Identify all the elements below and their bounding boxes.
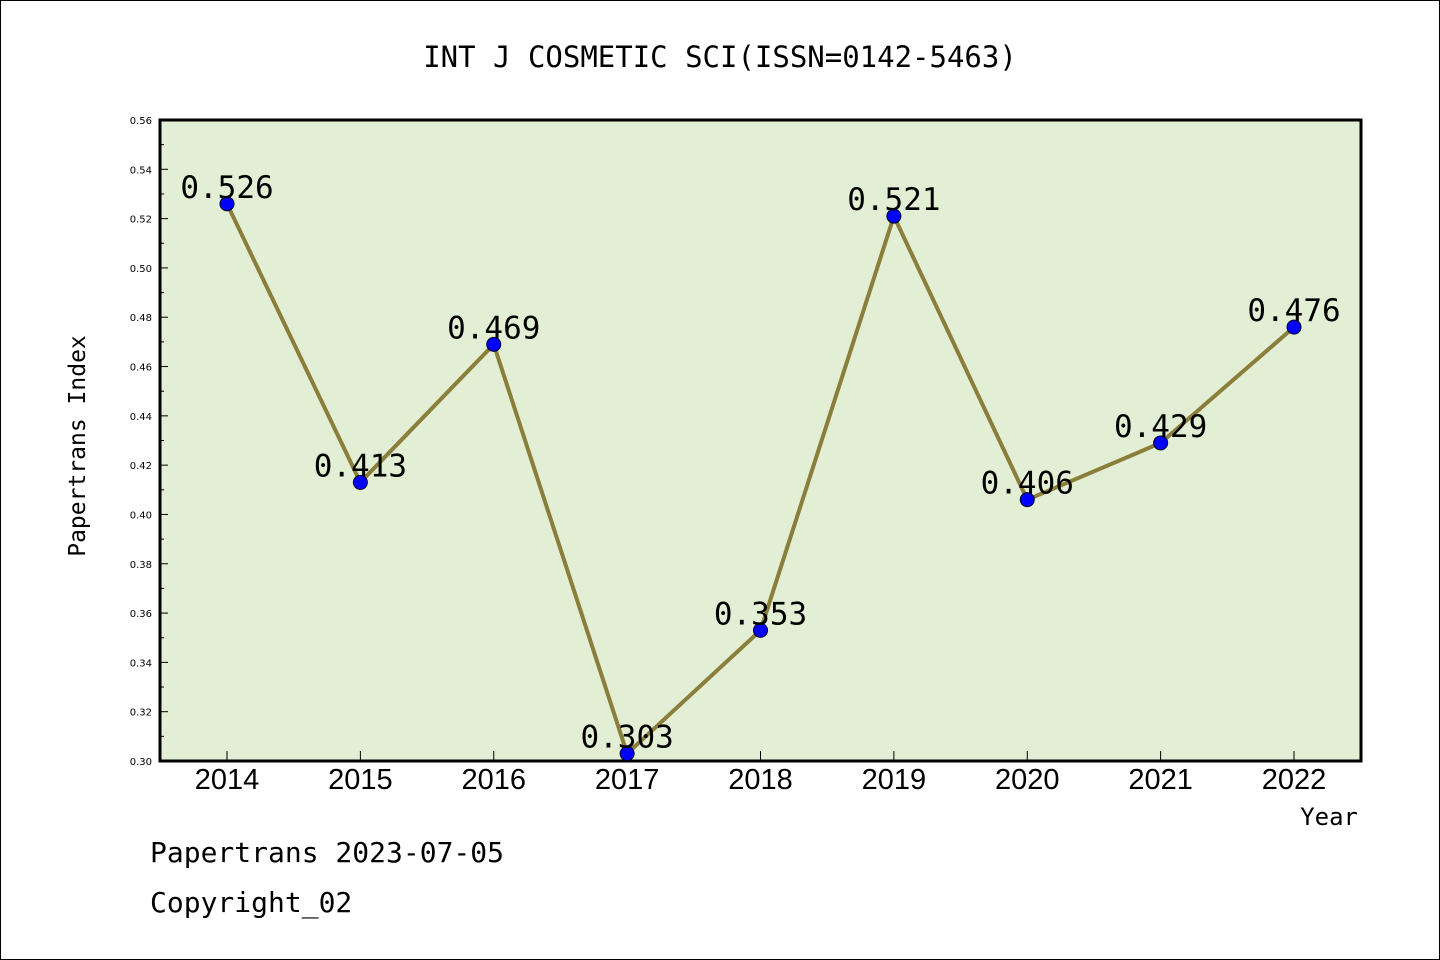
data-labels: 0.526 0.413 0.469 0.303 0.353 0.521 0.406 0.429… xyxy=(180,170,1340,756)
y-tick-label: 0.46 xyxy=(130,363,152,374)
y-tick-label: 0.54 xyxy=(130,165,152,176)
y-axis-label: Papertrans Index xyxy=(65,335,91,557)
x-axis: 2014 2015 2016 2017 2018 2019 2020 2021 2022 xyxy=(195,751,1327,796)
data-point xyxy=(886,208,902,224)
y-tick-label: 0.32 xyxy=(130,708,152,719)
y-tick-label: 0.50 xyxy=(130,264,152,275)
data-points xyxy=(219,196,1302,762)
y-tick-label: 0.38 xyxy=(130,560,152,571)
y-tick-label: 0.34 xyxy=(130,658,152,669)
data-point xyxy=(352,474,368,490)
chart-title: INT J COSMETIC SCI(ISSN=0142-5463) xyxy=(423,40,1017,74)
x-tick-label: 2019 xyxy=(862,764,927,796)
y-tick-label: 0.44 xyxy=(130,412,152,423)
footer-date: Papertrans 2023-07-05 xyxy=(150,836,505,869)
data-label: 0.476 xyxy=(1247,293,1340,329)
data-point xyxy=(486,336,502,352)
data-label: 0.303 xyxy=(580,720,673,756)
data-point xyxy=(219,196,235,212)
data-label: 0.429 xyxy=(1114,409,1207,445)
y-tick-label: 0.36 xyxy=(130,609,152,620)
y-tick-label: 0.48 xyxy=(130,313,152,324)
footer-copyright: Copyright_02 xyxy=(150,886,353,919)
data-point xyxy=(1286,319,1302,335)
x-tick-label: 2017 xyxy=(595,764,660,796)
data-point xyxy=(1153,435,1169,451)
x-tick-label: 2018 xyxy=(728,764,793,796)
data-point xyxy=(753,622,768,638)
y-tick-label: 0.56 xyxy=(130,116,152,127)
data-label: 0.413 xyxy=(314,448,407,484)
data-label: 0.353 xyxy=(714,596,807,632)
data-label: 0.521 xyxy=(847,182,940,218)
data-point xyxy=(619,746,635,762)
y-tick-label: 0.40 xyxy=(130,510,152,521)
y-tick-label: 0.30 xyxy=(130,757,152,768)
data-label: 0.526 xyxy=(180,170,273,206)
data-point xyxy=(1019,492,1035,508)
data-label: 0.406 xyxy=(981,466,1074,502)
y-axis: 0.30 0.32 0.34 0.36 0.38 0.40 0.42 0.44 0.46 0.48… xyxy=(130,116,168,768)
x-tick-label: 2021 xyxy=(1128,764,1193,796)
x-tick-label: 2014 xyxy=(195,764,260,796)
x-tick-label: 2020 xyxy=(995,764,1060,796)
x-axis-label: Year xyxy=(1300,803,1358,831)
y-tick-label: 0.42 xyxy=(130,461,152,472)
x-tick-label: 2015 xyxy=(328,764,393,796)
x-tick-label: 2016 xyxy=(461,764,526,796)
y-tick-label: 0.52 xyxy=(130,215,152,226)
data-label: 0.469 xyxy=(447,310,540,346)
x-tick-label: 2022 xyxy=(1262,764,1327,796)
